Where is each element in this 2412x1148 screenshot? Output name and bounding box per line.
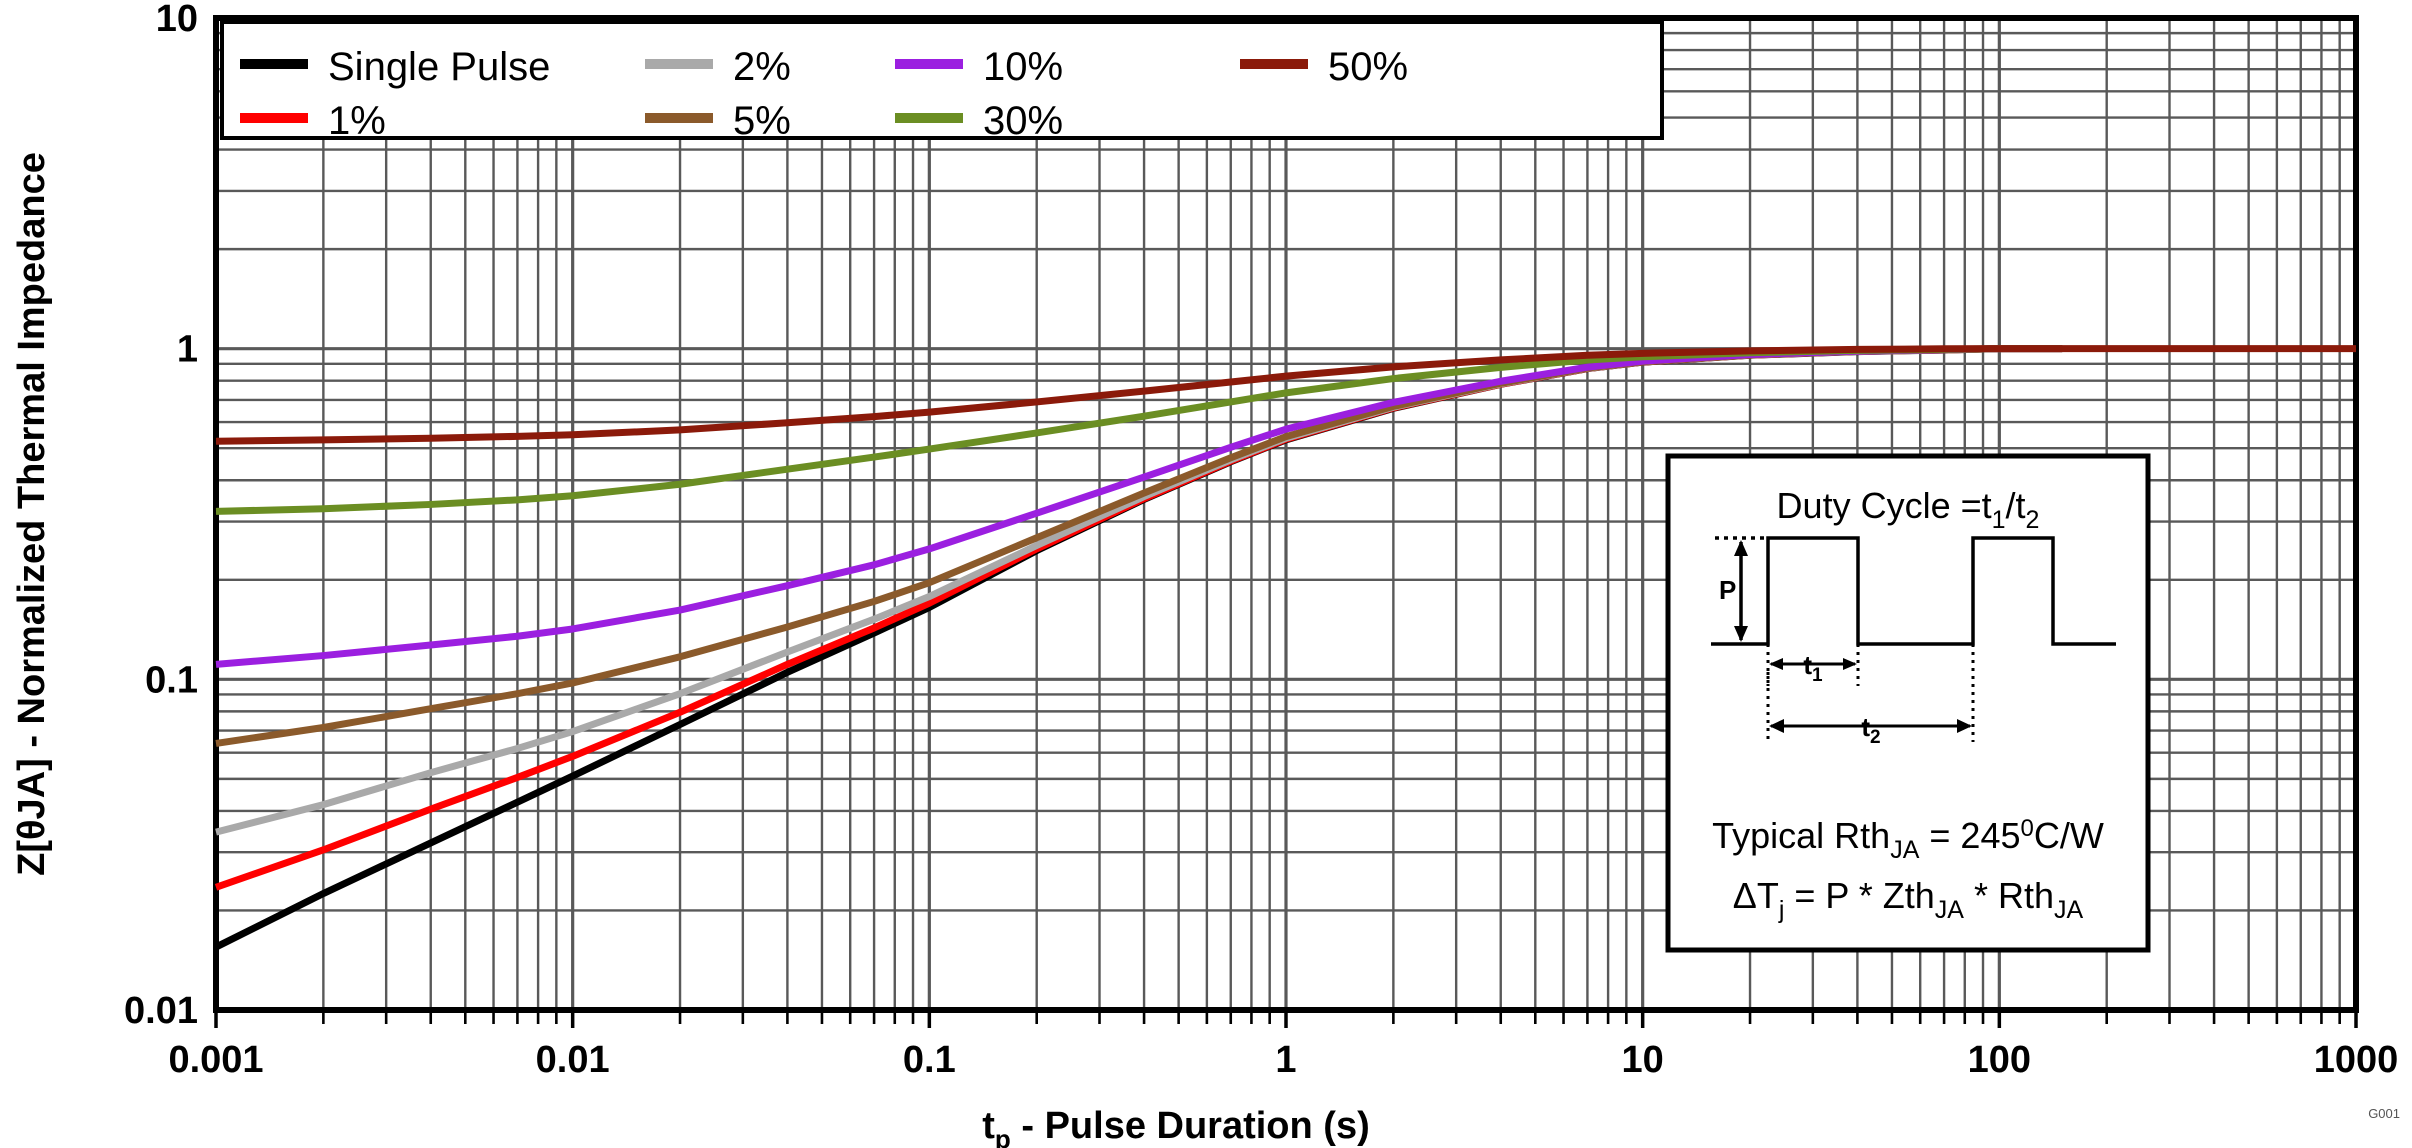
duty-cycle-inset: Duty Cycle =t1/t2 Pt1 t2 Typical RthJA = 24… <box>1665 453 2151 953</box>
x-tick-label: 0.001 <box>168 1039 263 1081</box>
y-tick-label: 10 <box>156 0 198 40</box>
legend-label: 30% <box>983 99 1063 143</box>
axis-ticks <box>214 1010 2358 1028</box>
figure-id-label: G001 <box>2368 1106 2400 1121</box>
axis-titles: tp - Pulse Duration (s) Z[θJA] - Normaliz… <box>11 152 1370 1148</box>
rth-equation: Typical RthJA = 2450C/W <box>1712 815 2104 864</box>
legend-label: 2% <box>733 45 791 89</box>
amplitude-arrow-head-down <box>1734 626 1748 642</box>
data-series-layer <box>214 345 2356 951</box>
x-tick-label: 10 <box>1622 1039 1664 1081</box>
delta-t-equation: ΔTj = P * ZthJA * RthJA <box>1733 875 2084 924</box>
x-axis-title: tp - Pulse Duration (s) <box>982 1105 1369 1148</box>
inset-title: Duty Cycle =t1/t2 <box>1777 485 2040 534</box>
t2-arrow-head-right <box>1957 719 1972 733</box>
x-tick-label: 0.1 <box>903 1039 956 1081</box>
t2-arrow-head-left <box>1769 719 1784 733</box>
t1-arrow-head-right <box>1843 658 1857 670</box>
axis-tick-labels: 0.001 0.01 0.1 1 10 100 1000 0.01 0.1 1 10 <box>124 0 2398 1081</box>
pulse-waveform <box>1711 536 2116 646</box>
legend-label: 50% <box>1328 45 1408 89</box>
t2-label: t2 <box>1861 712 1880 748</box>
chart-legend: Single Pulse 2% 10% 50% 1% 5% 30% <box>220 20 1664 143</box>
y-tick-label: 0.1 <box>145 659 198 701</box>
amplitude-label: P <box>1719 575 1736 605</box>
x-tick-label: 1 <box>1275 1039 1296 1081</box>
t1-arrow-head-left <box>1769 658 1783 670</box>
legend-label: Single Pulse <box>328 45 550 89</box>
y-tick-label: 1 <box>177 329 198 371</box>
legend-label: 10% <box>983 45 1063 89</box>
series-line-50 <box>215 345 2356 445</box>
y-tick-label: 0.01 <box>124 990 198 1032</box>
amplitude-arrow-head-up <box>1734 540 1748 556</box>
legend-label: 5% <box>733 99 791 143</box>
x-tick-label: 1000 <box>2314 1039 2399 1081</box>
y-axis-title: Z[θJA] - Normalized Thermal Impedance <box>11 152 53 876</box>
t1-label: t1 <box>1803 650 1823 686</box>
inset-box <box>1665 453 2151 953</box>
x-tick-label: 100 <box>1968 1039 2031 1081</box>
x-tick-label: 0.01 <box>536 1039 610 1081</box>
legend-label: 1% <box>328 99 386 143</box>
